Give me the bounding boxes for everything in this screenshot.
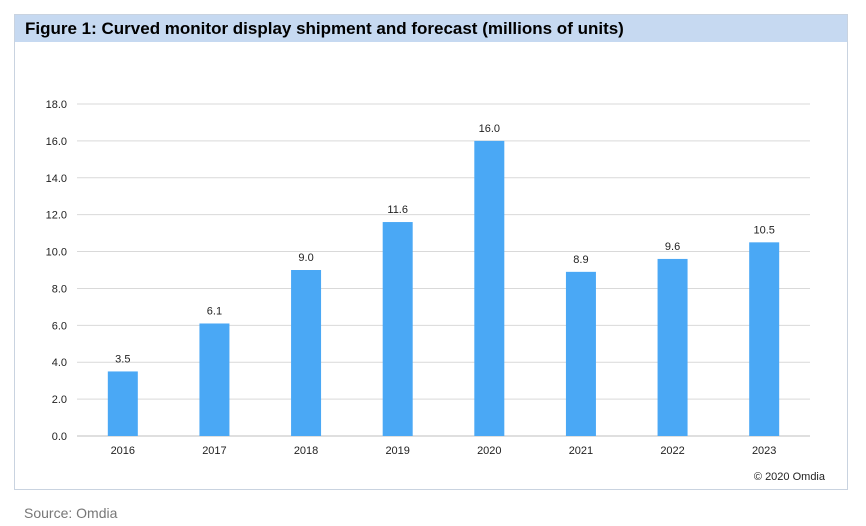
- bar-2021: [565, 271, 596, 436]
- data-label-2021: 8.9: [573, 254, 588, 266]
- bar-2022: [657, 258, 688, 436]
- bar-2020: [474, 140, 505, 436]
- x-tick-label-2023: 2023: [752, 445, 776, 457]
- x-tick-label-2017: 2017: [202, 445, 226, 457]
- bar-2023: [749, 242, 780, 436]
- data-label-2017: 6.1: [207, 305, 222, 317]
- y-tick-label-2: 4.0: [52, 357, 67, 369]
- y-tick-label-3: 6.0: [52, 320, 67, 332]
- x-tick-label-2016: 2016: [111, 445, 135, 457]
- copyright-note: © 2020 Omdia: [753, 471, 825, 483]
- y-tick-label-7: 14.0: [46, 173, 67, 185]
- y-tick-label-4: 8.0: [52, 283, 67, 295]
- x-tick-label-2022: 2022: [660, 445, 684, 457]
- y-tick-label-8: 16.0: [46, 136, 67, 148]
- bar-2018: [291, 270, 322, 436]
- source-note: Source: Omdia: [24, 505, 118, 521]
- data-label-2019: 11.6: [387, 204, 408, 216]
- data-label-2018: 9.0: [298, 252, 313, 264]
- bar-2017: [199, 323, 230, 436]
- bar-2019: [382, 222, 413, 436]
- bar-2016: [107, 371, 138, 436]
- y-tick-label-5: 10.0: [46, 247, 67, 259]
- y-tick-label-9: 18.0: [46, 99, 67, 111]
- y-tick-label-6: 12.0: [46, 210, 67, 222]
- figure-title: Figure 1: Curved monitor display shipmen…: [25, 19, 624, 38]
- y-tick-label-1: 2.0: [52, 394, 67, 406]
- x-tick-label-2020: 2020: [477, 445, 501, 457]
- x-tick-label-2021: 2021: [569, 445, 593, 457]
- y-tick-label-0: 0.0: [52, 431, 67, 443]
- data-label-2022: 9.6: [665, 241, 680, 253]
- x-tick-label-2019: 2019: [385, 445, 409, 457]
- x-tick-label-2018: 2018: [294, 445, 318, 457]
- data-label-2020: 16.0: [479, 123, 500, 135]
- data-label-2023: 10.5: [753, 224, 774, 236]
- data-label-2016: 3.5: [115, 353, 130, 365]
- figure-header: Figure 1: Curved monitor display shipmen…: [15, 15, 847, 42]
